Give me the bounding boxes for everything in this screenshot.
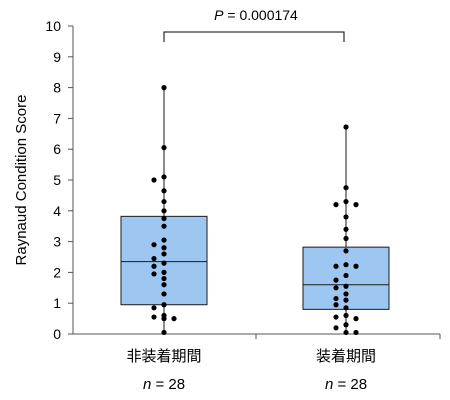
p-value-label: P = 0.000174 [214, 7, 298, 23]
data-point [161, 291, 167, 297]
y-tick-label: 1 [53, 295, 61, 311]
data-point [161, 215, 167, 222]
data-point [161, 208, 167, 214]
y-tick-label: 10 [45, 18, 61, 34]
n-label-wearing: n = 28 [325, 376, 367, 393]
data-point [343, 283, 349, 289]
data-point [161, 275, 167, 282]
data-point [343, 322, 349, 328]
data-point [161, 316, 167, 322]
data-point [161, 302, 167, 308]
y-axis-title: Raynaud Condition Score [13, 95, 30, 266]
box-plots [120, 87, 390, 334]
data-point [343, 235, 349, 242]
data-point [333, 302, 339, 308]
data-point [343, 214, 349, 220]
data-point [333, 314, 339, 320]
data-point [343, 262, 349, 268]
y-tick-label: 2 [53, 264, 61, 280]
y-tick-label: 8 [53, 80, 61, 96]
plot-axes [72, 26, 441, 339]
data-point [343, 297, 349, 303]
data-point [343, 305, 349, 311]
y-tick-label: 7 [53, 110, 61, 126]
data-point [161, 260, 167, 266]
significance-bracket: P = 0.000174 [163, 7, 345, 42]
y-tick-label: 0 [53, 326, 61, 342]
data-point [161, 329, 167, 336]
category-label-non-wearing: 非装着期間 [126, 347, 201, 365]
data-point [353, 316, 359, 322]
data-point [343, 226, 349, 232]
y-tick-label: 4 [53, 203, 61, 219]
sample-size-labels: n = 28 n = 28 [143, 376, 367, 393]
data-point [161, 188, 167, 194]
data-point [333, 277, 339, 283]
y-tick-label: 5 [53, 172, 61, 188]
data-point [161, 251, 167, 257]
y-tick-label: 3 [53, 234, 61, 250]
data-point [171, 316, 177, 322]
data-point [343, 272, 349, 279]
data-point [333, 263, 339, 269]
box-iqr [120, 215, 208, 306]
data-point [333, 295, 339, 302]
data-point [161, 198, 167, 205]
data-point [151, 314, 157, 320]
data-point [343, 291, 349, 297]
data-point [353, 202, 359, 208]
data-point [161, 174, 167, 180]
data-point [151, 177, 157, 183]
data-point [343, 124, 349, 130]
data-point [333, 325, 339, 331]
data-point [151, 271, 157, 277]
data-point [161, 269, 167, 275]
data-point [161, 245, 167, 251]
data-point [161, 85, 167, 91]
data-point [151, 305, 157, 311]
x-category-labels: 非装着期間 装着期間 [126, 347, 376, 365]
data-point [343, 185, 349, 191]
category-label-wearing: 装着期間 [316, 347, 376, 365]
data-point [151, 255, 157, 262]
data-point [333, 285, 339, 291]
data-point [151, 242, 157, 248]
data-point [161, 237, 167, 243]
y-tick-label: 6 [53, 141, 61, 157]
data-point [353, 329, 359, 336]
data-point [333, 202, 339, 208]
data-points [151, 85, 359, 336]
data-point [151, 263, 157, 269]
data-point [161, 282, 167, 288]
data-point [343, 329, 349, 336]
data-point [161, 145, 167, 151]
data-point [343, 198, 349, 205]
y-axis-ticks: 0 1 2 3 4 5 6 7 8 9 10 [45, 18, 73, 342]
n-label-non-wearing: n = 28 [143, 376, 185, 393]
data-point [343, 248, 349, 254]
data-point [353, 263, 359, 269]
data-point [161, 223, 167, 229]
data-point [343, 312, 349, 319]
y-tick-label: 9 [53, 49, 61, 65]
